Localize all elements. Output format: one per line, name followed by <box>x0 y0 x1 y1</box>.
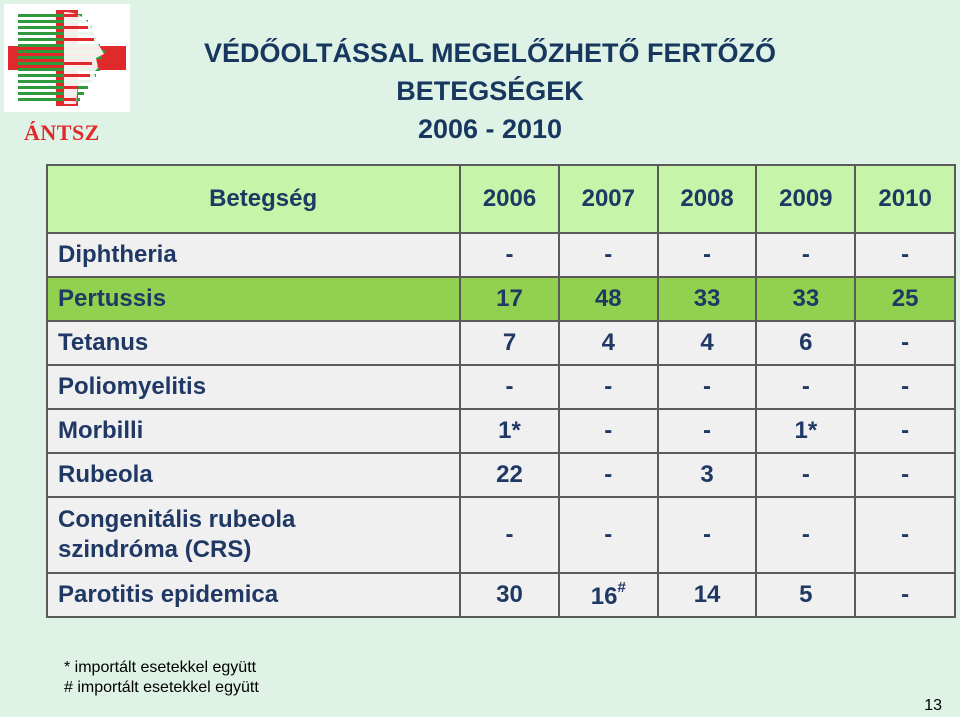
disease-name: Poliomyelitis <box>45 364 462 410</box>
table-row: Poliomyelitis - - - - - <box>45 364 956 410</box>
table-cell: 1* <box>755 408 857 454</box>
logo-emblem-icon <box>8 10 126 106</box>
page-number: 13 <box>924 697 942 714</box>
table-cell: - <box>854 320 956 366</box>
footnote-hash: # importált esetekkel együtt <box>64 679 259 696</box>
header-year: 2010 <box>854 164 956 234</box>
header-year: 2006 <box>459 164 560 234</box>
table-header-row: Betegség 2006 2007 2008 2009 2010 <box>45 164 956 234</box>
table-cell: - <box>854 572 956 618</box>
table-cell: 4 <box>656 320 758 366</box>
disease-name: Morbilli <box>45 408 462 454</box>
table-row: Diphtheria - - - - - <box>45 232 956 278</box>
table-cell: - <box>656 364 758 410</box>
table-cell: - <box>557 496 659 574</box>
table-cell: - <box>854 452 956 498</box>
table-cell: 48 <box>557 276 659 322</box>
table-cell: - <box>755 452 857 498</box>
header-disease: Betegség <box>45 164 462 234</box>
table-cell: 3 <box>656 452 758 498</box>
cell-value: 16 <box>590 583 618 610</box>
disease-name-line-1: Congenitális rubeola <box>58 506 296 533</box>
table-cell: 6 <box>755 320 857 366</box>
table-cell: - <box>656 408 758 454</box>
table-cell: - <box>557 364 659 410</box>
table-cell: 33 <box>755 276 857 322</box>
page-title: VÉDŐOLTÁSSAL MEGELŐZHETŐ FERTŐZŐ BETEGSÉ… <box>160 34 820 148</box>
table-cell: 22 <box>459 452 560 498</box>
footnote-mark: # <box>617 579 626 596</box>
table-row-highlighted: Pertussis 17 48 33 33 25 <box>45 276 956 322</box>
table-cell: 14 <box>656 572 758 618</box>
disease-name: Parotitis epidemica <box>45 572 462 618</box>
table-cell: - <box>557 452 659 498</box>
table-cell: - <box>557 408 659 454</box>
title-line-3: 2006 - 2010 <box>417 114 563 144</box>
table-cell: 17 <box>459 276 560 322</box>
table-row: Morbilli 1* - - 1* - <box>45 408 956 454</box>
header-year: 2009 <box>755 164 857 234</box>
table-cell: - <box>854 496 956 574</box>
disease-name-line-2: szindróma (CRS) <box>58 536 252 563</box>
table-cell: 25 <box>854 276 956 322</box>
table-cell: - <box>459 232 560 278</box>
table-cell: - <box>656 496 758 574</box>
table-cell: 7 <box>459 320 560 366</box>
header-year: 2008 <box>656 164 758 234</box>
table-cell: - <box>557 232 659 278</box>
table-cell: - <box>854 408 956 454</box>
table-row: Congenitális rubeola szindróma (CRS) - -… <box>45 496 956 574</box>
table-cell: - <box>854 364 956 410</box>
logo-caption: ÁNTSZ <box>24 120 100 145</box>
table-cell: 5 <box>755 572 857 618</box>
footnote-star: * importált esetekkel együtt <box>64 659 257 676</box>
table-cell: - <box>854 232 956 278</box>
antsz-logo <box>4 4 130 112</box>
title-line-2: BETEGSÉGEK <box>396 76 584 106</box>
disease-table: Betegség 2006 2007 2008 2009 2010 Diphth… <box>45 164 956 618</box>
table-cell: 16# <box>557 572 659 618</box>
table-row: Rubeola 22 - 3 - - <box>45 452 956 498</box>
table-cell: - <box>656 232 758 278</box>
table-row: Tetanus 7 4 4 6 - <box>45 320 956 366</box>
table-cell: - <box>459 364 560 410</box>
header-year: 2007 <box>557 164 659 234</box>
disease-name: Diphtheria <box>45 232 462 278</box>
disease-name: Congenitális rubeola szindróma (CRS) <box>45 496 462 574</box>
disease-name: Tetanus <box>45 320 462 366</box>
table-cell: - <box>755 364 857 410</box>
title-line-1: VÉDŐOLTÁSSAL MEGELŐZHETŐ FERTŐZŐ <box>203 38 776 68</box>
footnotes: * importált esetekkel együtt # importált… <box>64 658 259 698</box>
table-row: Parotitis epidemica 30 16# 14 5 - <box>45 572 956 618</box>
table-cell: 30 <box>459 572 560 618</box>
table-cell: - <box>755 496 857 574</box>
table-cell: 4 <box>557 320 659 366</box>
disease-name: Pertussis <box>45 276 462 322</box>
table-cell: 1* <box>459 408 560 454</box>
disease-name: Rubeola <box>45 452 462 498</box>
table-cell: - <box>459 496 560 574</box>
table-cell: 33 <box>656 276 758 322</box>
table-cell: - <box>755 232 857 278</box>
